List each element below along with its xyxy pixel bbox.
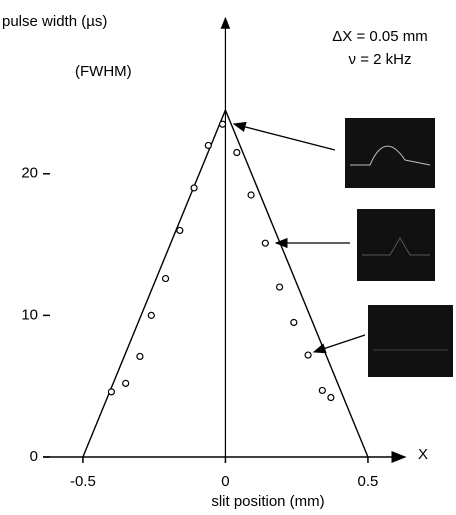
data-point (275, 283, 284, 291)
y-tick-label: 20 (21, 165, 38, 182)
y-axis-label: pulse width (µs) (2, 13, 107, 30)
fit-line (82, 108, 369, 458)
data-point (107, 388, 116, 396)
data-point (233, 148, 241, 157)
data-point (204, 141, 212, 150)
x-tick-label: 0.5 (358, 473, 379, 490)
data-point (176, 226, 184, 235)
data-point (136, 352, 144, 361)
x-axis-label: slit position (mm) (211, 493, 324, 510)
inset-scope (232, 118, 435, 188)
data-point (318, 386, 326, 395)
x-tick-label: -0.5 (70, 473, 96, 490)
y-tick-label: 0 (30, 448, 38, 465)
inset-scope (274, 209, 435, 281)
annotation: ν = 2 kHz (349, 51, 412, 68)
x-tick-label: 0 (221, 473, 229, 490)
data-point (247, 191, 255, 199)
data-point (218, 120, 227, 128)
data-point (327, 393, 335, 402)
data-point (147, 311, 155, 319)
data-point (290, 318, 298, 327)
data-point (190, 184, 198, 192)
annotation: (FWHM) (75, 63, 132, 80)
annotation: ΔX = 0.05 mm (332, 28, 427, 45)
x-axis-name: X (418, 446, 428, 463)
data-point (161, 274, 170, 283)
inset-scope (312, 305, 453, 377)
data-point (261, 239, 269, 247)
y-tick-label: 10 (21, 306, 38, 323)
data-point (304, 351, 312, 359)
data-point (122, 379, 130, 387)
